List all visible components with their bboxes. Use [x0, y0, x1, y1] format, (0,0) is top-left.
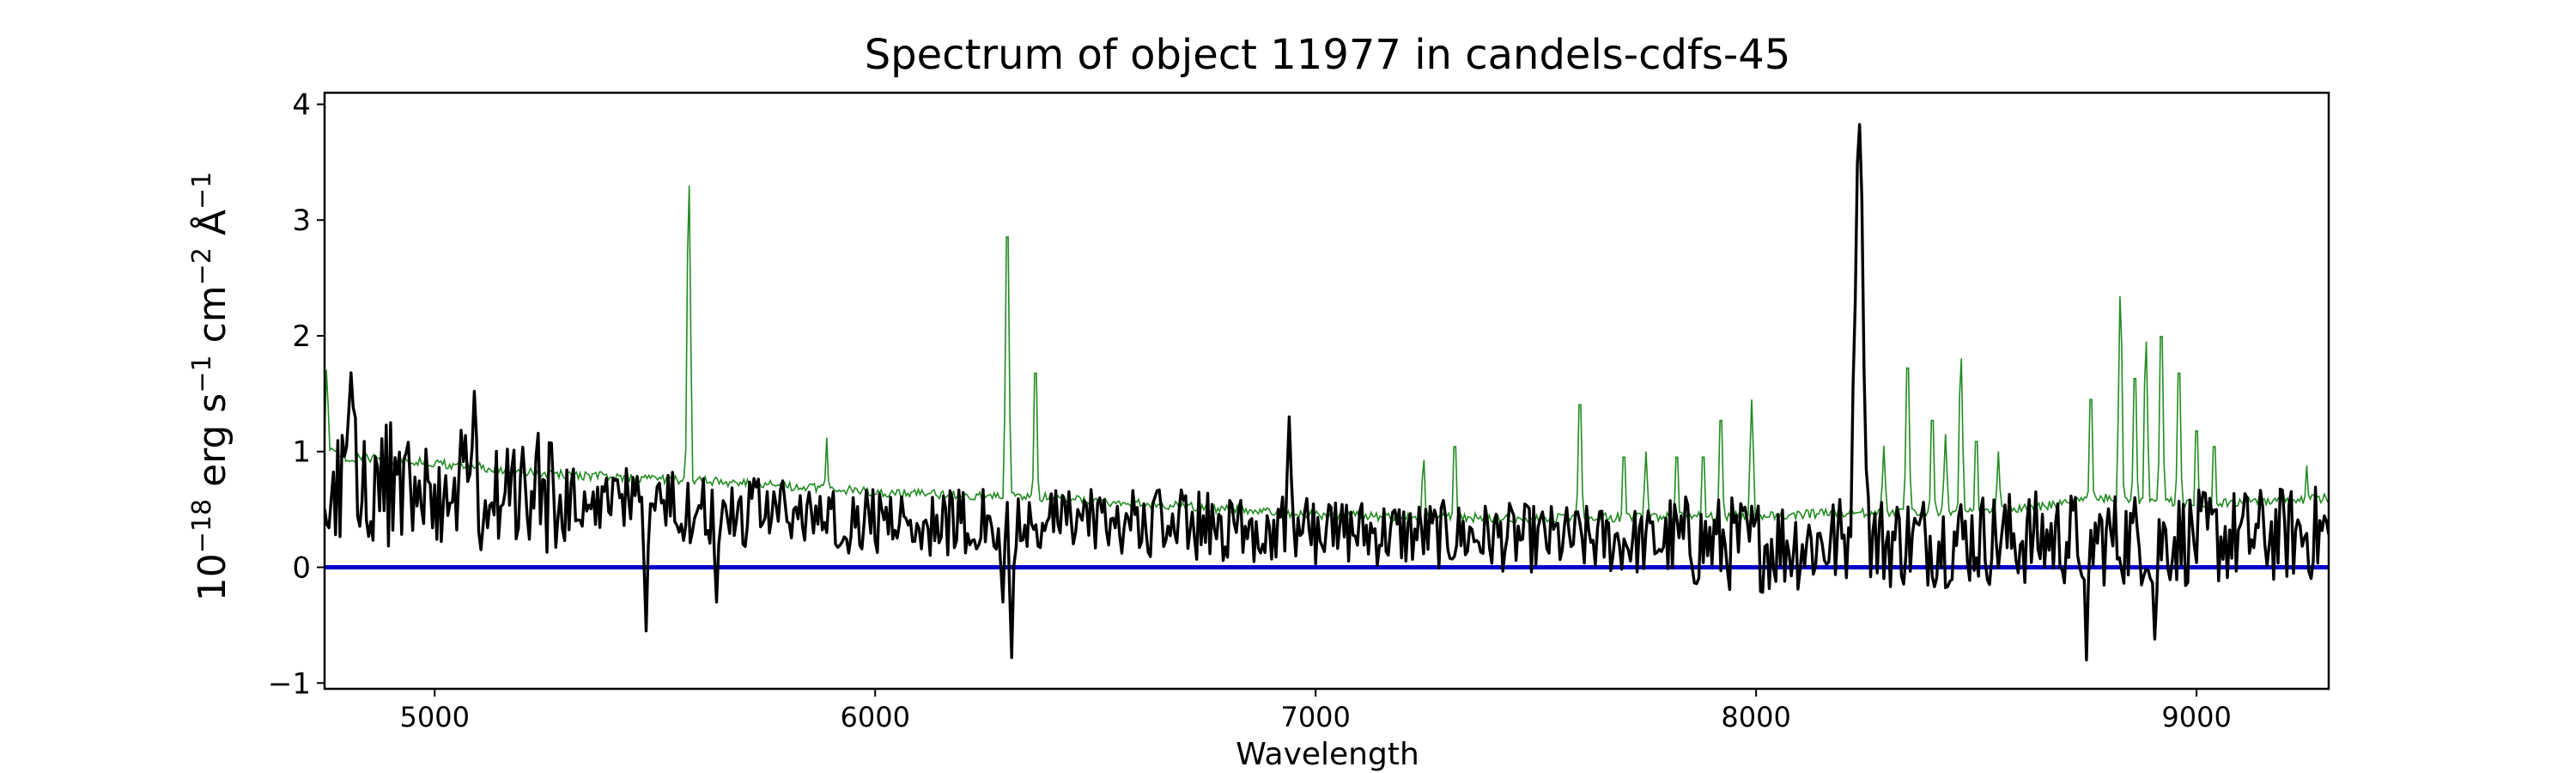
x-tick-label: 5000 — [400, 701, 470, 733]
x-tick-label: 9000 — [2161, 701, 2231, 733]
plot-frame — [323, 91, 2330, 691]
x-tick-label: 7000 — [1280, 701, 1350, 733]
x-axis: 5000 6000 7000 8000 9000 — [400, 689, 2232, 733]
y-tick-label: 3 — [292, 204, 311, 238]
y-tick-label: 1 — [292, 435, 311, 470]
x-tick-label: 8000 — [1721, 701, 1790, 733]
x-tick-label: 6000 — [840, 701, 909, 733]
chart-title: Spectrum of object 11977 in candels-cdfs… — [865, 31, 1791, 79]
y-tick-label: 0 — [292, 551, 311, 586]
plot-area — [323, 91, 2330, 691]
series-group — [325, 123, 2329, 661]
y-tick-label: 2 — [292, 320, 311, 354]
y-axis: −1 0 1 2 3 4 — [268, 88, 325, 701]
y-tick-label: −1 — [268, 666, 311, 701]
flux-line — [325, 123, 2329, 661]
x-axis-label: Wavelength — [1236, 737, 1419, 772]
y-axis-label: 10−18 erg s−1 cm−2 Å−1 — [187, 172, 235, 601]
y-tick-label: 4 — [292, 88, 311, 122]
